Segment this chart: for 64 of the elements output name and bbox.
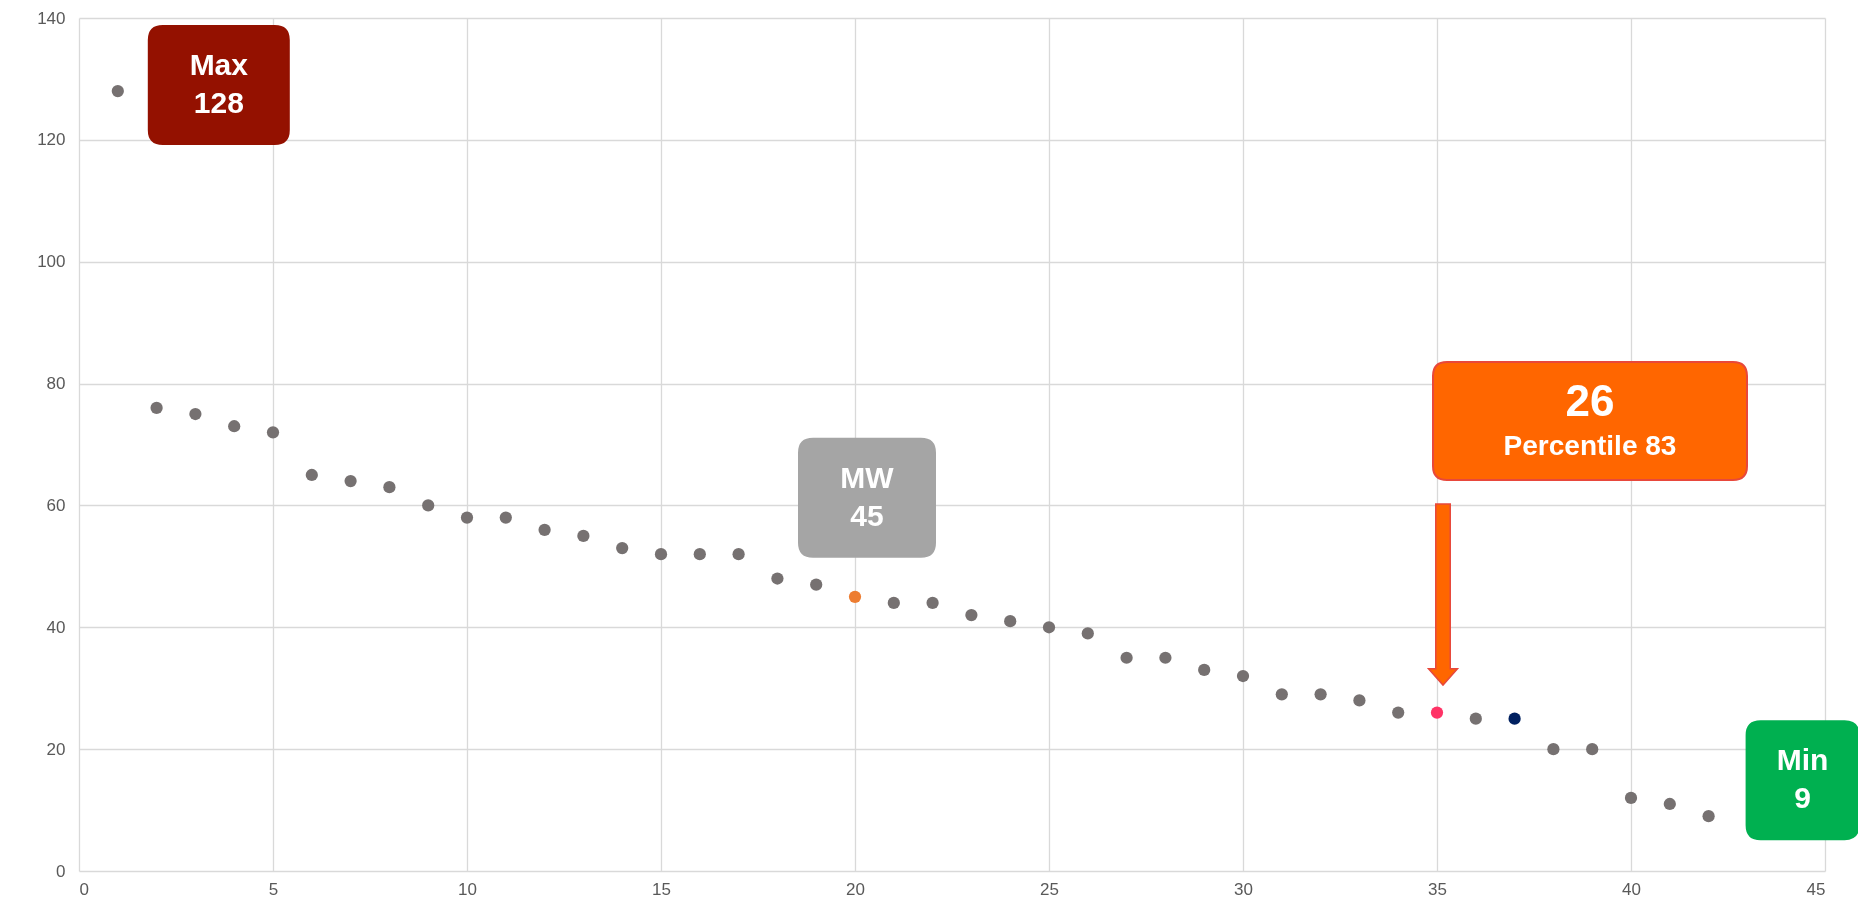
point: [383, 481, 396, 494]
x-tick-label: 35: [1428, 879, 1447, 899]
point: [422, 499, 435, 512]
point: [266, 426, 280, 439]
point: [1663, 797, 1676, 811]
point: [577, 529, 590, 542]
point: [1004, 615, 1017, 628]
x-tick-label: 20: [846, 879, 865, 899]
point: [1624, 791, 1638, 804]
point: [887, 596, 900, 610]
annotation: 26 Percentile 83: [1503, 376, 1677, 461]
x-tick-label: 25: [1040, 879, 1059, 899]
x-tick-label: 5: [268, 879, 279, 899]
point: [1469, 712, 1482, 725]
point: [1392, 706, 1405, 719]
point: [1042, 621, 1056, 634]
point: [1314, 688, 1327, 701]
point: [1586, 743, 1599, 756]
annotation: MW 45: [840, 460, 895, 532]
point: [538, 523, 551, 536]
y-tick-label: 120: [37, 130, 66, 150]
y-tick-label: 80: [46, 374, 66, 394]
point: [1430, 706, 1444, 719]
point: [499, 511, 512, 524]
point: [654, 548, 668, 561]
point: [693, 548, 706, 561]
point: [111, 85, 124, 98]
point: [926, 596, 939, 610]
point: [344, 474, 357, 488]
y-tick-label: 40: [46, 617, 66, 637]
annotation: Max 128: [189, 48, 249, 120]
annotation: Min 9: [1776, 743, 1829, 815]
x-tick-label: 15: [652, 879, 671, 899]
point: [1275, 688, 1288, 701]
point: [965, 608, 978, 622]
point: [732, 548, 745, 561]
point: [1159, 651, 1172, 664]
point: [1236, 669, 1250, 683]
x-tick-label: 40: [1622, 879, 1641, 899]
y-tick-label: 100: [37, 252, 66, 272]
x-tick-label: 0: [79, 879, 89, 899]
y-tick-label: 0: [56, 861, 66, 881]
point: [150, 401, 163, 415]
point: [228, 420, 241, 433]
point: [1547, 743, 1560, 756]
point: [1702, 810, 1715, 823]
point: [1353, 694, 1366, 707]
y-tick-label: 60: [46, 495, 66, 515]
point: [771, 572, 784, 585]
point: [810, 578, 823, 591]
x-tick-label: 45: [1806, 879, 1826, 899]
point: [616, 541, 629, 555]
y-tick-label: 140: [37, 8, 66, 28]
point: [1120, 651, 1133, 664]
point: [848, 590, 862, 603]
x-tick-label: 10: [458, 879, 477, 899]
point: [1198, 663, 1211, 677]
point: [1081, 627, 1094, 640]
y-tick-label: 20: [46, 739, 66, 759]
x-tick-label: 30: [1234, 879, 1253, 899]
point: [189, 407, 202, 421]
point: [305, 468, 318, 482]
point: [1508, 712, 1521, 725]
point: [460, 511, 474, 524]
